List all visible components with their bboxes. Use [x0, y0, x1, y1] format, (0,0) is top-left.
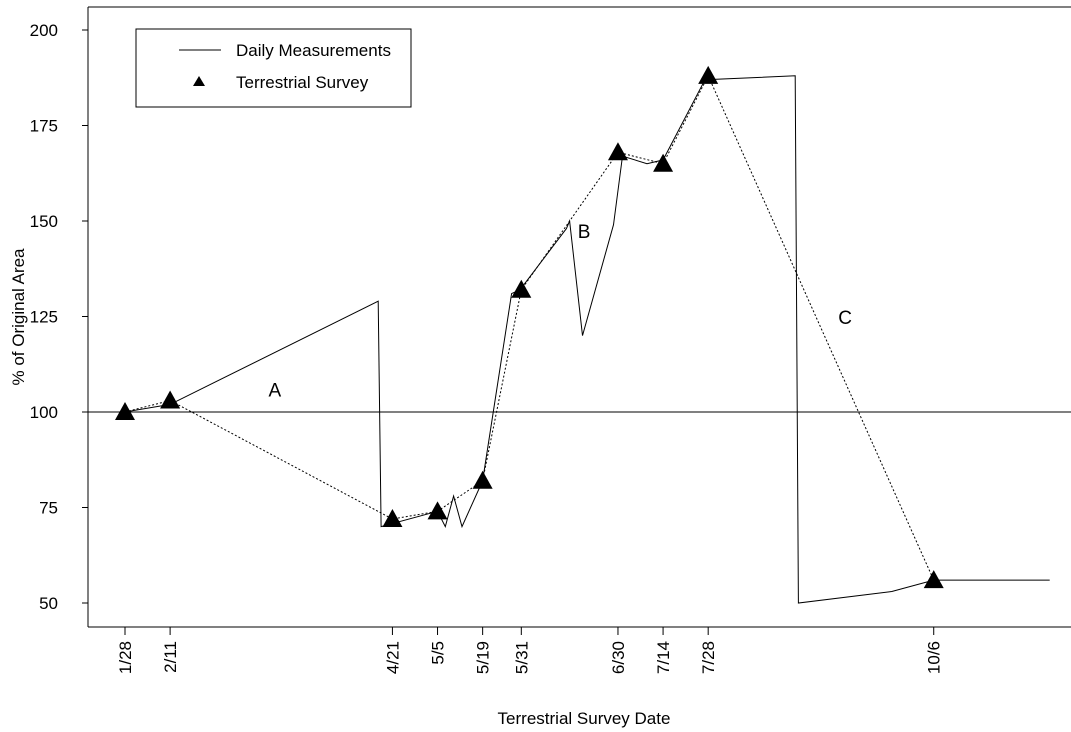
survey-point-marker — [427, 501, 448, 520]
y-tick-label: 50 — [39, 594, 58, 613]
x-tick-label: 5/31 — [512, 641, 531, 674]
x-axis: 1/28 2/11 4/21 5/5 5/19 5/31 6/30 7/14 7/28 10/6 — [116, 627, 944, 674]
x-tick-label: 2/11 — [161, 641, 180, 673]
x-tick-label: 1/28 — [116, 641, 135, 674]
y-tick-label: 75 — [39, 499, 58, 518]
legend-triangle-marker — [193, 76, 205, 86]
survey-point-marker — [607, 142, 628, 161]
terrestrial-survey-line — [124, 74, 935, 581]
x-tick-label: 7/28 — [699, 641, 718, 674]
y-axis-label: % of Original Area — [9, 248, 28, 386]
y-tick-label: 125 — [30, 308, 58, 327]
legend-label-survey: Terrestrial Survey — [236, 73, 369, 92]
survey-point-marker — [160, 390, 181, 409]
annotation-label: B — [578, 222, 591, 243]
legend: Daily Measurements Terrestrial Survey — [135, 28, 412, 108]
survey-point-marker — [115, 402, 135, 420]
y-tick-label: 200 — [30, 21, 58, 40]
survey-point-marker — [698, 65, 719, 84]
survey-point-marker — [923, 570, 944, 589]
survey-point-marker — [472, 470, 493, 489]
y-tick-label: 175 — [30, 117, 58, 136]
x-tick-label: 7/14 — [654, 641, 673, 674]
survey-point-marker — [382, 508, 403, 527]
legend-label-daily: Daily Measurements — [236, 41, 391, 60]
y-tick-label: 100 — [30, 403, 58, 422]
daily-measurements-line — [124, 75, 1050, 604]
x-tick-label: 5/5 — [429, 641, 448, 665]
y-axis: 50 75 100 125 150 175 200 — [30, 21, 88, 613]
x-tick-label: 5/19 — [474, 641, 493, 674]
annotation-label: A — [268, 381, 281, 402]
annotation-label: C — [838, 308, 852, 329]
survey-point-marker — [511, 279, 532, 298]
series-layer — [115, 65, 1050, 604]
survey-point-marker — [653, 153, 674, 172]
y-tick-label: 150 — [30, 212, 58, 231]
annotations: A B C — [268, 222, 852, 402]
x-axis-label: Terrestrial Survey Date — [498, 709, 671, 728]
x-tick-label: 10/6 — [925, 641, 944, 674]
x-tick-label: 6/30 — [609, 641, 628, 674]
x-tick-label: 4/21 — [383, 641, 402, 674]
